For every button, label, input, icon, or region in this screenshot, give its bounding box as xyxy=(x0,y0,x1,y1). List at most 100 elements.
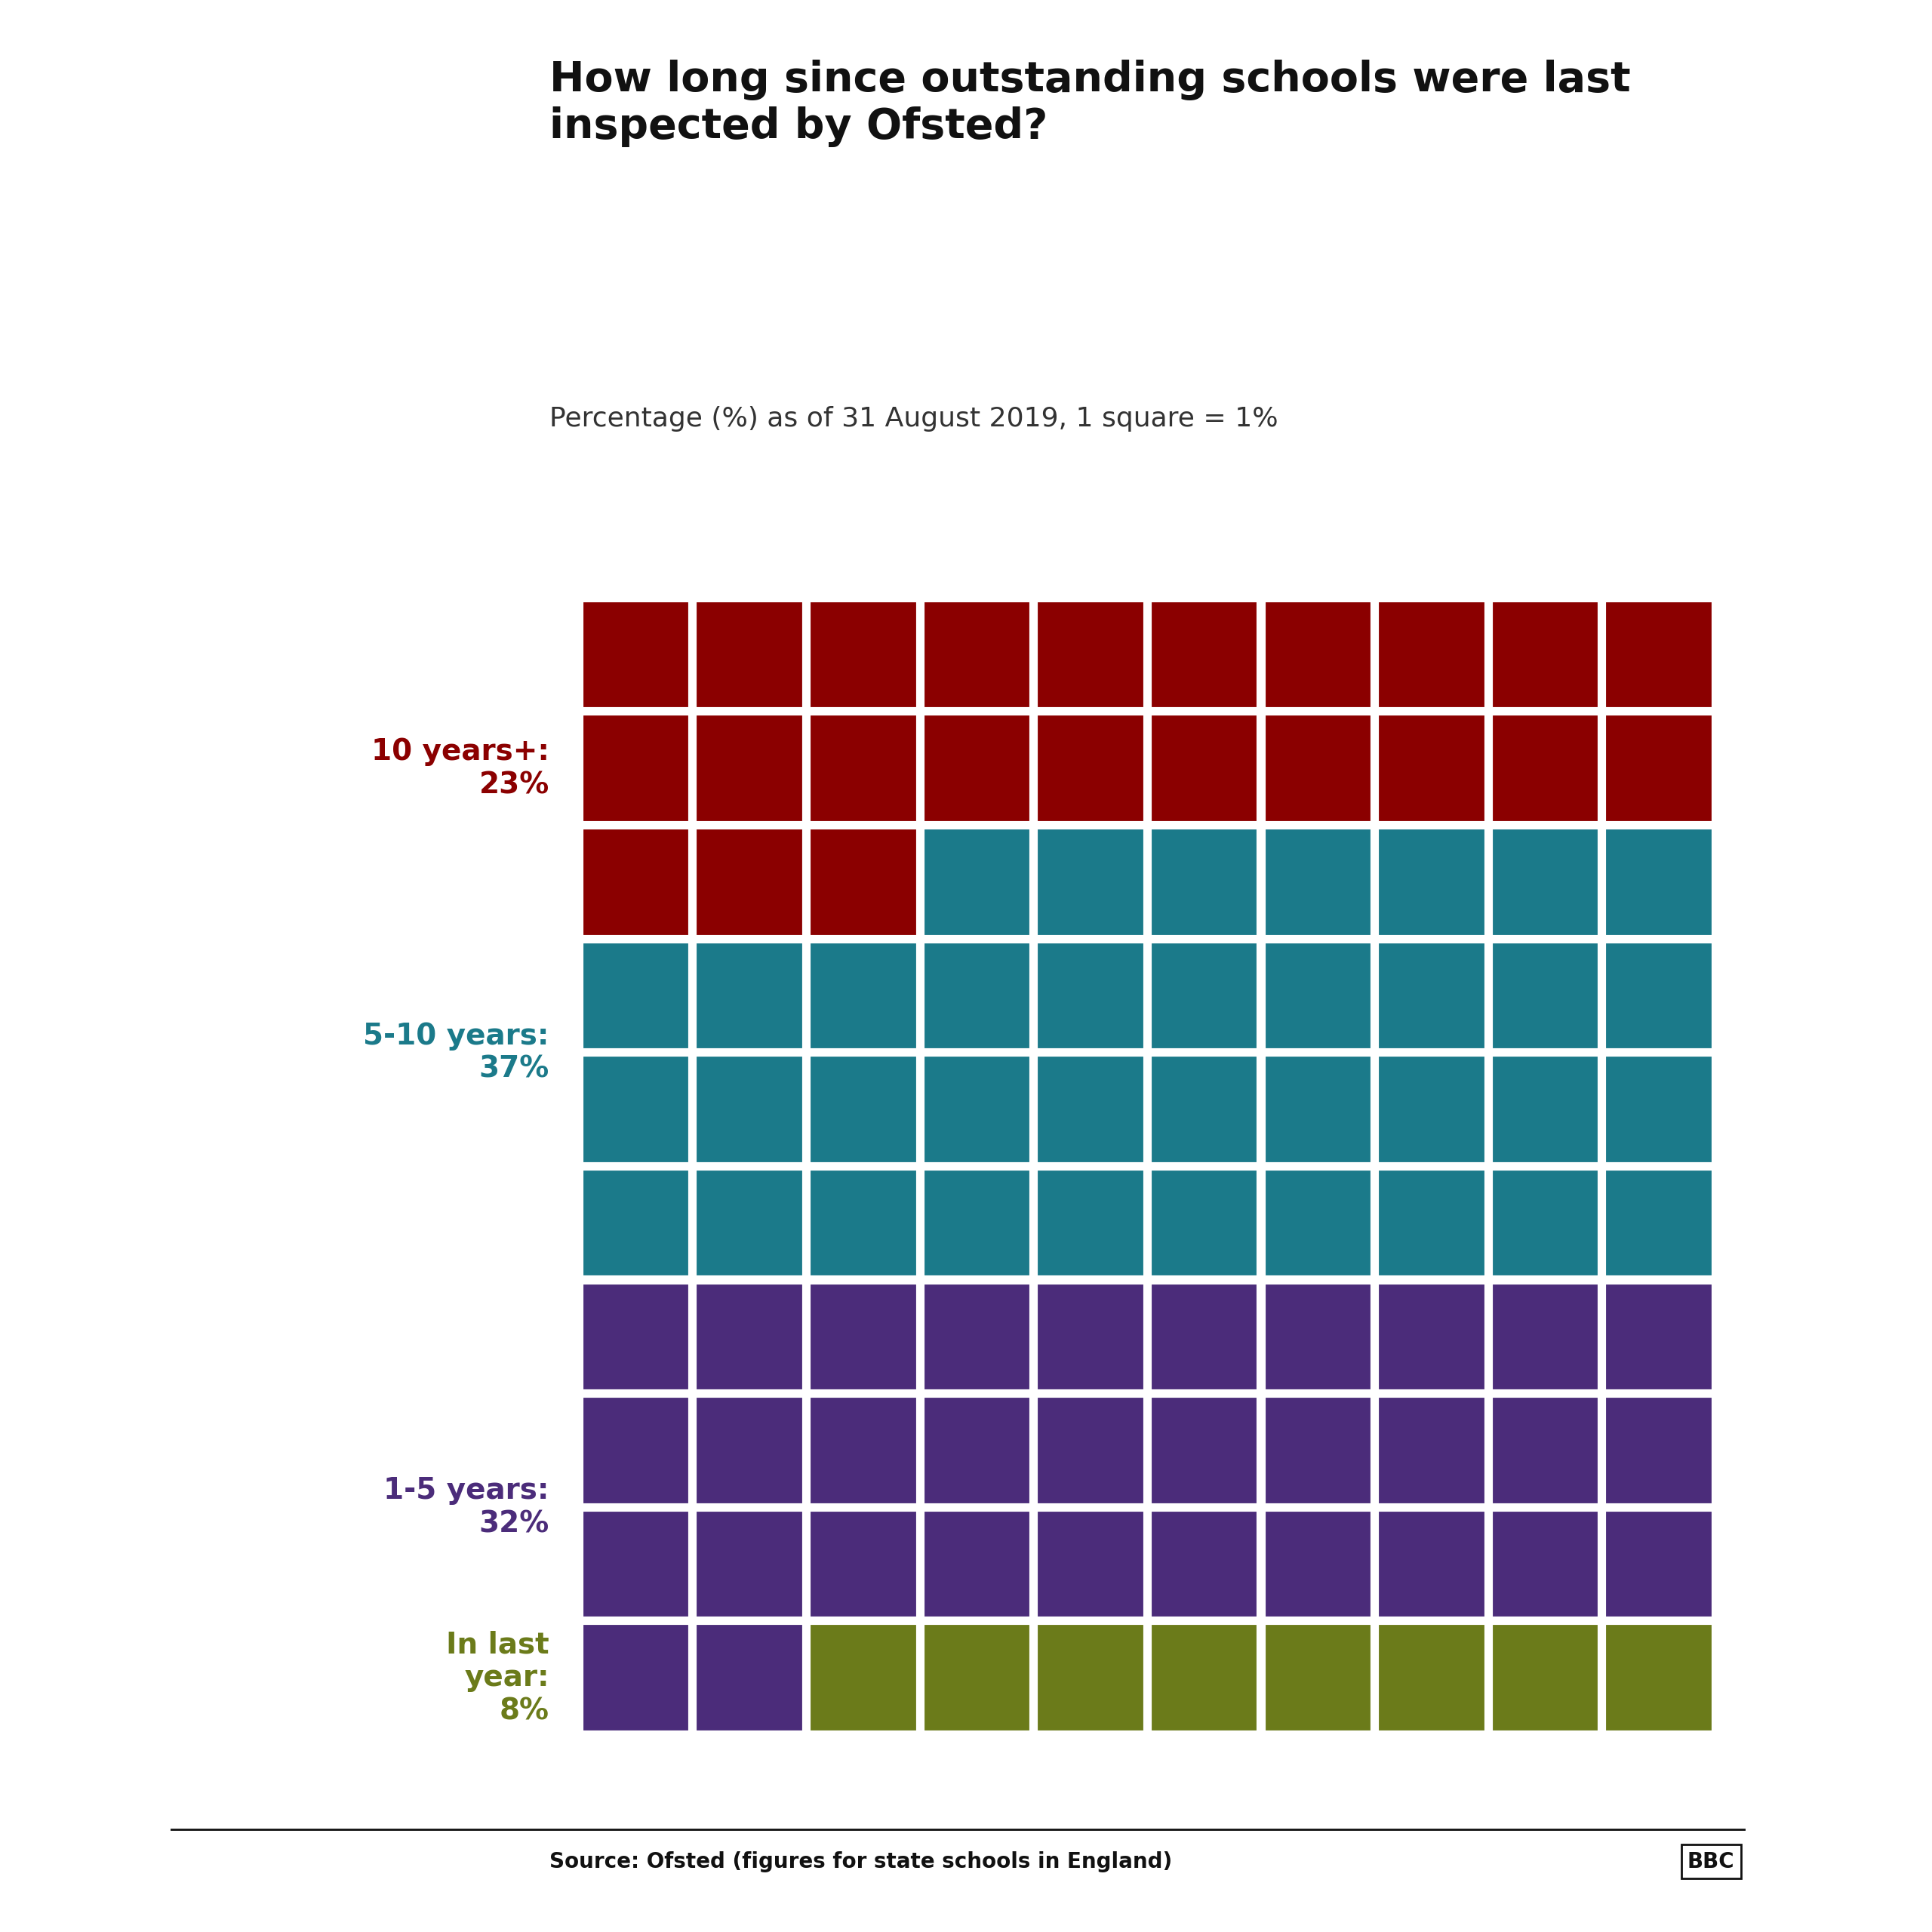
Bar xyxy=(923,941,1032,1049)
Bar xyxy=(1036,1055,1144,1163)
Bar xyxy=(582,1397,690,1505)
Bar xyxy=(1492,715,1600,823)
Bar xyxy=(923,1623,1032,1731)
Bar xyxy=(810,601,918,709)
Text: BBC: BBC xyxy=(1687,1851,1735,1872)
Bar xyxy=(1264,941,1372,1049)
Bar xyxy=(1036,941,1144,1049)
Bar xyxy=(696,1169,804,1277)
Text: In last
year:
8%: In last year: 8% xyxy=(446,1631,549,1725)
Bar xyxy=(1492,601,1600,709)
Bar xyxy=(810,1397,918,1505)
Bar xyxy=(1264,1283,1372,1391)
Bar xyxy=(1150,1169,1258,1277)
Bar xyxy=(923,1169,1032,1277)
Bar xyxy=(1264,715,1372,823)
Bar xyxy=(582,1283,690,1391)
Bar xyxy=(696,1397,804,1505)
Bar xyxy=(1492,1055,1600,1163)
Bar xyxy=(582,1511,690,1619)
Bar xyxy=(1605,1169,1714,1277)
Text: 5-10 years:
37%: 5-10 years: 37% xyxy=(363,1022,549,1084)
Bar xyxy=(1150,1511,1258,1619)
Bar xyxy=(1150,1623,1258,1731)
Bar xyxy=(1378,1511,1486,1619)
Bar xyxy=(1378,1283,1486,1391)
Bar xyxy=(1605,601,1714,709)
Bar xyxy=(582,1055,690,1163)
Bar xyxy=(1378,1397,1486,1505)
Bar xyxy=(1150,829,1258,937)
Bar xyxy=(1378,1055,1486,1163)
Bar xyxy=(696,1623,804,1731)
Text: How long since outstanding schools were last
inspected by Ofsted?: How long since outstanding schools were … xyxy=(549,60,1631,147)
Bar xyxy=(923,601,1032,709)
Bar xyxy=(696,829,804,937)
Bar xyxy=(1605,941,1714,1049)
Bar xyxy=(810,829,918,937)
Bar xyxy=(1492,1623,1600,1731)
Bar xyxy=(1605,1511,1714,1619)
Bar xyxy=(1036,829,1144,937)
Bar xyxy=(582,941,690,1049)
Bar xyxy=(1605,715,1714,823)
Bar xyxy=(1036,1623,1144,1731)
Bar xyxy=(1264,601,1372,709)
Bar xyxy=(1378,941,1486,1049)
Bar xyxy=(1605,1623,1714,1731)
Bar xyxy=(696,1055,804,1163)
Bar xyxy=(923,1397,1032,1505)
Bar xyxy=(1150,941,1258,1049)
Bar xyxy=(696,601,804,709)
Bar xyxy=(1150,601,1258,709)
Bar xyxy=(1605,1283,1714,1391)
Bar xyxy=(1036,1511,1144,1619)
Bar xyxy=(1378,715,1486,823)
Bar xyxy=(1036,1397,1144,1505)
Text: Source: Ofsted (figures for state schools in England): Source: Ofsted (figures for state school… xyxy=(549,1851,1173,1872)
Bar xyxy=(696,1283,804,1391)
Bar xyxy=(810,1511,918,1619)
Bar xyxy=(1150,715,1258,823)
Bar xyxy=(1378,601,1486,709)
Bar xyxy=(582,1623,690,1731)
Bar xyxy=(1264,1169,1372,1277)
Bar xyxy=(1492,1169,1600,1277)
Bar xyxy=(582,1169,690,1277)
Bar xyxy=(1492,1397,1600,1505)
Bar xyxy=(696,941,804,1049)
Bar xyxy=(923,829,1032,937)
Bar xyxy=(1264,1623,1372,1731)
Bar xyxy=(1378,1169,1486,1277)
Bar xyxy=(1378,1623,1486,1731)
Bar xyxy=(696,1511,804,1619)
Bar xyxy=(1264,1511,1372,1619)
Bar xyxy=(1492,829,1600,937)
Bar xyxy=(810,1169,918,1277)
Bar xyxy=(1605,1397,1714,1505)
Bar xyxy=(810,715,918,823)
Bar xyxy=(1492,1511,1600,1619)
Bar xyxy=(810,1283,918,1391)
Bar xyxy=(1605,1055,1714,1163)
Bar xyxy=(1492,1283,1600,1391)
Bar xyxy=(1264,829,1372,937)
Bar xyxy=(1264,1397,1372,1505)
Bar xyxy=(1492,941,1600,1049)
Bar xyxy=(810,1623,918,1731)
Bar xyxy=(1150,1283,1258,1391)
Bar xyxy=(1036,1283,1144,1391)
Bar xyxy=(1150,1055,1258,1163)
Bar xyxy=(1036,601,1144,709)
Bar xyxy=(810,1055,918,1163)
Text: 1-5 years:
32%: 1-5 years: 32% xyxy=(384,1476,549,1538)
Bar xyxy=(1605,829,1714,937)
Bar xyxy=(923,1511,1032,1619)
Bar xyxy=(923,1055,1032,1163)
Bar xyxy=(923,1283,1032,1391)
Bar xyxy=(923,715,1032,823)
Bar xyxy=(696,715,804,823)
Text: 10 years+:
23%: 10 years+: 23% xyxy=(371,738,549,800)
Bar xyxy=(1036,1169,1144,1277)
Bar xyxy=(810,941,918,1049)
